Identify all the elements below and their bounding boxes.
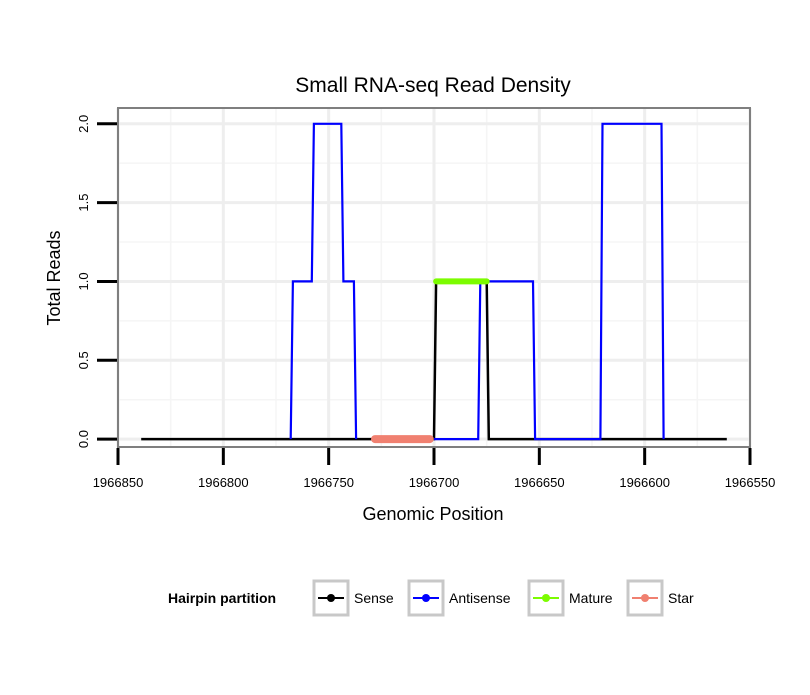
series-layer: [141, 122, 727, 444]
x-tick-label: 1966750: [303, 475, 354, 490]
x-tick-label: 1966850: [93, 475, 144, 490]
x-axis: 1966850 1966800 1966750 1966700 1966650 19666…: [93, 448, 776, 490]
y-tick-label: 2.0: [76, 115, 91, 133]
legend-label-sense: Sense: [354, 590, 394, 606]
x-tick-label: 1966600: [619, 475, 670, 490]
y-tick-label: 0.0: [76, 430, 91, 448]
legend-label-antisense: Antisense: [449, 590, 511, 606]
y-tick-label: 1.0: [76, 272, 91, 290]
y-axis-label: Total Reads: [44, 230, 64, 325]
x-tick-label: 1966800: [198, 475, 249, 490]
x-tick-label: 1966700: [409, 475, 460, 490]
series-line-antisense-2: [289, 122, 358, 440]
plot-panel-border: [117, 107, 751, 448]
legend-dot-mature: [542, 594, 550, 602]
x-tick-label: 1966550: [725, 475, 776, 490]
legend-dot-antisense: [422, 594, 430, 602]
x-axis-label: Genomic Position: [362, 504, 503, 524]
series-line-antisense-1: [434, 122, 665, 441]
legend: Hairpin partition Sense Antisense Mature St…: [168, 579, 694, 617]
legend-dot-star: [641, 594, 649, 602]
legend-title: Hairpin partition: [168, 590, 276, 606]
x-tick-label: 1966650: [514, 475, 565, 490]
y-tick-label: 1.5: [76, 194, 91, 212]
y-axis: 0.0 0.5 1.0 1.5 2.0: [76, 115, 117, 448]
legend-label-mature: Mature: [569, 590, 613, 606]
legend-dot-sense: [327, 594, 335, 602]
chart-title: Small RNA-seq Read Density: [295, 74, 571, 97]
y-tick-label: 0.5: [76, 351, 91, 369]
legend-label-star: Star: [668, 590, 694, 606]
